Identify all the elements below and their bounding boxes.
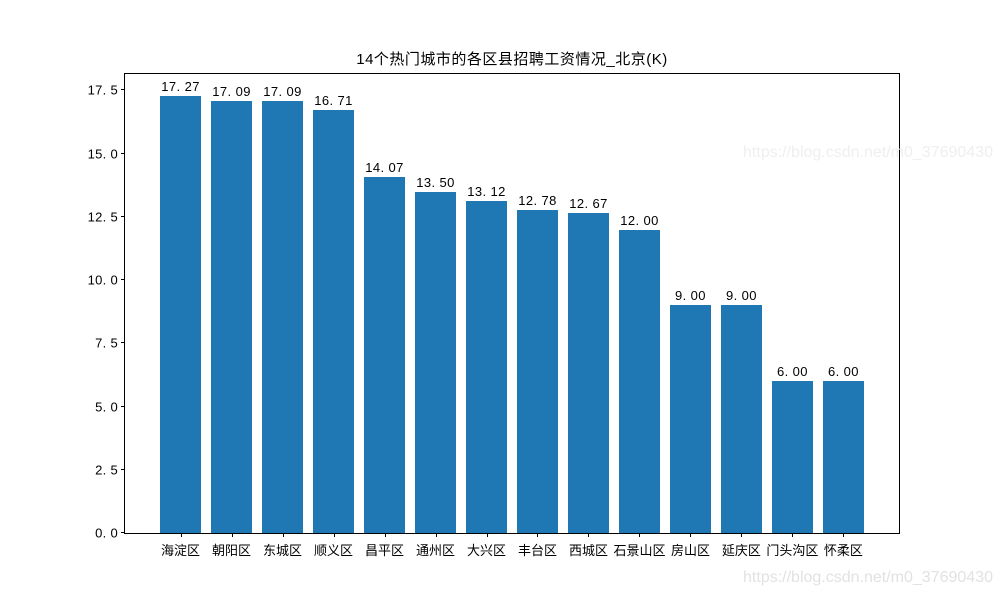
x-tick-mark: [741, 533, 743, 537]
y-tick-mark: [121, 89, 125, 91]
x-tick-mark: [639, 533, 641, 537]
y-tick-label: 15. 0: [87, 146, 118, 162]
bar: [670, 305, 711, 533]
bar-value-label: 16. 71: [314, 93, 353, 109]
bar-value-label: 17. 27: [161, 79, 200, 95]
x-tick-mark: [384, 533, 386, 537]
bar: [313, 110, 354, 533]
y-tick-label: 5. 0: [95, 399, 118, 415]
bar-value-label: 6. 00: [827, 364, 859, 380]
bar: [568, 212, 609, 533]
y-tick-mark: [121, 468, 125, 470]
bar: [262, 100, 303, 533]
y-tick-mark: [121, 342, 125, 344]
bar-value-label: 14. 07: [365, 160, 404, 176]
bar: [466, 201, 507, 533]
x-tick-label: 房山区: [670, 543, 710, 558]
bar-value-label: 9. 00: [674, 288, 706, 304]
bar: [619, 229, 660, 533]
bar: [415, 191, 456, 533]
bar: [721, 305, 762, 533]
y-tick-mark: [121, 152, 125, 154]
x-tick-label: 东城区: [263, 543, 303, 558]
x-tick-label: 门头沟区: [766, 543, 819, 558]
y-tick-mark: [121, 532, 125, 533]
plot-area: 17. 27 海淀区 17. 09 朝阳区 17. 09 东城区 16. 71 顺义区 14. …: [88, 73, 900, 558]
x-tick-mark: [435, 533, 437, 537]
chart-title: 14个热门城市的各区县招聘工资情况_北京(K): [356, 51, 668, 68]
bar-value-label: 17. 09: [212, 83, 251, 99]
watermark-bottom: https://blog.csdn.net/m0_37690430: [743, 569, 993, 586]
y-tick-label: 2. 5: [95, 462, 118, 478]
x-tick-label: 西城区: [568, 543, 608, 558]
x-tick-mark: [180, 533, 182, 537]
x-tick-label: 昌平区: [365, 543, 405, 558]
bar: [364, 177, 405, 533]
x-tick-mark: [486, 533, 488, 537]
bar: [772, 381, 813, 533]
y-tick-label: 10. 0: [87, 272, 118, 288]
bar-value-label: 12. 78: [518, 192, 557, 208]
bar-value-label: 13. 50: [416, 174, 455, 190]
x-tick-mark: [537, 533, 539, 537]
bar: [160, 96, 201, 533]
y-tick-mark: [121, 279, 125, 281]
bar-value-label: 6. 00: [776, 364, 808, 380]
x-tick-mark: [282, 533, 284, 537]
y-tick-mark: [121, 405, 125, 407]
x-tick-label: 丰台区: [517, 543, 557, 558]
x-tick-label: 延庆区: [721, 543, 761, 558]
bar: [517, 209, 558, 533]
bar-value-label: 9. 00: [725, 288, 757, 304]
y-tick-mark: [121, 215, 125, 217]
x-tick-label: 大兴区: [466, 543, 507, 558]
x-tick-label: 顺义区: [314, 543, 354, 558]
bar: [823, 381, 864, 533]
watermark-top: https://blog.csdn.net/m0_37690430: [743, 144, 993, 161]
x-tick-mark: [690, 533, 692, 537]
y-tick-label: 12. 5: [87, 209, 118, 225]
x-tick-label: 怀柔区: [823, 543, 863, 558]
bar-value-label: 12. 00: [620, 212, 659, 228]
bar: [211, 100, 252, 533]
bar-value-label: 13. 12: [467, 184, 506, 200]
x-tick-label: 通州区: [416, 543, 456, 558]
y-tick-label: 0. 0: [95, 525, 118, 541]
y-tick-label: 17. 5: [87, 82, 118, 98]
x-tick-mark: [333, 533, 335, 537]
x-tick-mark: [843, 533, 845, 537]
x-tick-label: 海淀区: [161, 543, 201, 558]
x-tick-label: 石景山区: [613, 543, 666, 558]
x-tick-label: 朝阳区: [212, 543, 252, 558]
bar-value-label: 17. 09: [263, 83, 302, 99]
y-tick-label: 7. 5: [95, 335, 118, 351]
x-tick-mark: [231, 533, 233, 537]
bar-value-label: 12. 67: [569, 195, 608, 211]
x-tick-mark: [792, 533, 794, 537]
x-tick-mark: [588, 533, 590, 537]
